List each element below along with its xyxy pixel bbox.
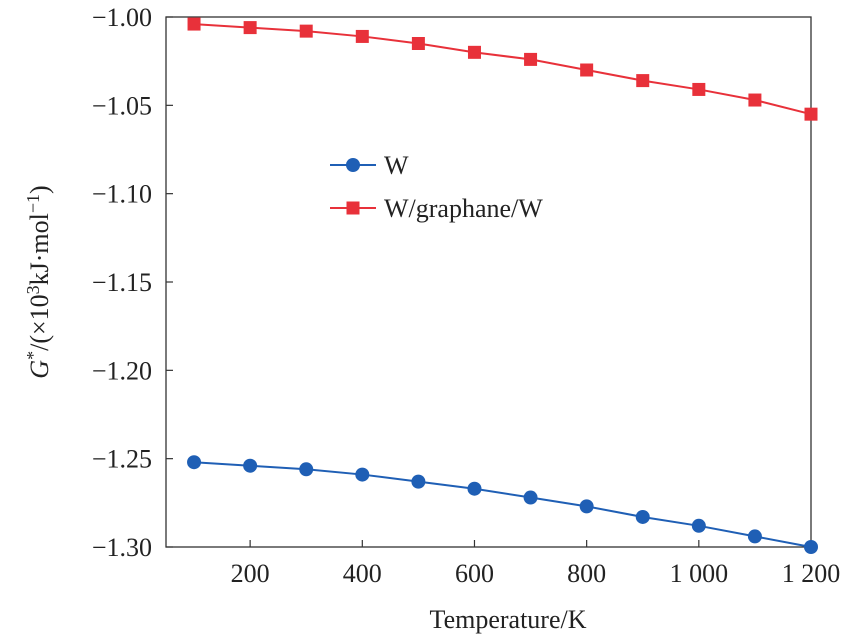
legend-label: W: [384, 151, 409, 180]
y-tick-label: −1.00: [92, 3, 152, 32]
y-label-star: *: [23, 351, 43, 360]
y-label-unit: kJ·mol: [25, 213, 54, 285]
data-point: [467, 45, 481, 59]
data-point: [524, 52, 538, 66]
x-tick-label: 200: [231, 559, 270, 588]
data-point: [691, 518, 706, 533]
legend-marker: [346, 158, 360, 172]
data-point: [187, 17, 201, 31]
y-axis-label: G*/(×103kJ·mol−1): [23, 185, 54, 378]
data-point: [411, 37, 425, 50]
x-tick-label: 400: [343, 559, 382, 588]
data-point: [804, 540, 818, 554]
svg-text:G*/(×103kJ·mol−1): G*/(×103kJ·mol−1): [23, 185, 54, 378]
data-point: [636, 74, 650, 88]
legend-label: W/graphane/W: [384, 194, 543, 223]
data-point: [747, 529, 762, 544]
y-tick-label: −1.30: [92, 533, 152, 562]
data-point: [187, 455, 202, 470]
data-point: [243, 21, 257, 35]
y-tick-label: −1.10: [92, 180, 152, 209]
data-point: [804, 107, 818, 121]
x-tick-label: 1 200: [782, 559, 841, 588]
y-label-close: ): [25, 185, 54, 194]
x-tick-label: 1 000: [670, 559, 729, 588]
data-point: [411, 474, 426, 489]
legend-marker: [346, 201, 360, 215]
y-tick-label: −1.25: [92, 445, 152, 474]
data-point: [467, 481, 482, 496]
data-point: [580, 63, 594, 77]
series-line: [193, 461, 812, 548]
y-label-unit-exponent: −1: [23, 194, 43, 213]
data-point: [243, 458, 258, 473]
data-point: [355, 29, 369, 43]
y-label-exponent: 3: [23, 285, 43, 294]
y-label-prefix: /(×10: [25, 294, 54, 351]
y-label-symbol: G: [25, 360, 54, 379]
x-axis-label: Temperature/K: [430, 605, 587, 634]
y-tick-label: −1.15: [92, 268, 152, 297]
series-line: [193, 23, 812, 116]
axis-ticks: −1.00 −1.05 −1.10 −1.15 −1.20 −1.25 −1.30 200 40…: [92, 3, 840, 588]
data-point: [579, 499, 594, 514]
data-point: [299, 24, 313, 38]
x-tick-label: 800: [567, 559, 606, 588]
data-point: [299, 462, 314, 477]
data-point: [692, 82, 706, 96]
y-tick-label: −1.05: [92, 91, 152, 120]
x-tick-label: 600: [455, 559, 494, 588]
y-tick-label: −1.20: [92, 356, 152, 385]
data-point: [748, 93, 762, 107]
legend: W W/graphane/W: [330, 151, 543, 223]
data-point: [523, 490, 538, 505]
data-point: [635, 509, 650, 524]
data-point: [355, 467, 370, 482]
series-layer: [187, 17, 818, 554]
